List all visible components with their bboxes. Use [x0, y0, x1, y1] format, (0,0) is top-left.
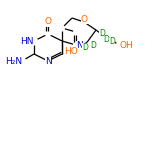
- Text: D: D: [103, 36, 109, 45]
- Text: N: N: [45, 57, 51, 66]
- Text: D: D: [99, 29, 105, 38]
- Text: HN: HN: [21, 36, 34, 45]
- Text: D: D: [82, 43, 88, 52]
- Text: O: O: [81, 14, 88, 24]
- Text: N: N: [76, 40, 83, 50]
- Text: D: D: [90, 40, 96, 50]
- Text: HO: HO: [64, 47, 78, 55]
- Text: H₂N: H₂N: [5, 57, 22, 66]
- Text: O: O: [45, 17, 52, 26]
- Text: OH: OH: [120, 40, 134, 50]
- Text: D: D: [109, 38, 115, 47]
